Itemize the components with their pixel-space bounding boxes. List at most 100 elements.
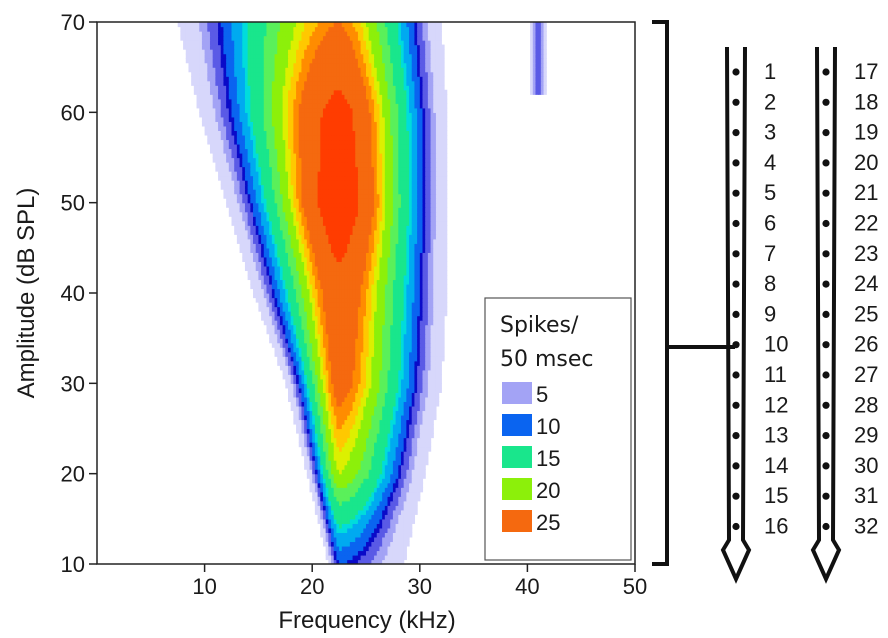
heatmap-cell — [392, 442, 397, 448]
heatmap-cell — [314, 198, 319, 204]
heatmap-cell — [438, 333, 442, 339]
heatmap-cell — [417, 428, 421, 434]
heatmap-cell — [261, 189, 265, 195]
heatmap-cell — [344, 180, 348, 186]
heatmap-cell — [349, 442, 354, 448]
heatmap-cell — [336, 238, 340, 244]
heatmap-cell — [433, 306, 437, 312]
heatmap-cell — [298, 274, 303, 281]
heatmap-cell — [355, 274, 359, 281]
heatmap-cell — [331, 302, 335, 308]
heatmap-cell — [271, 311, 276, 317]
heatmap-cell — [368, 311, 372, 317]
heatmap-cell — [403, 482, 407, 488]
heatmap-cell — [382, 478, 386, 484]
heatmap-cell — [395, 378, 399, 384]
heatmap-cell — [406, 297, 410, 303]
heatmap-cell — [390, 229, 394, 235]
heatmap-cell — [333, 342, 338, 348]
heatmap-cell — [285, 306, 289, 312]
heatmap-cell — [390, 288, 394, 294]
heatmap-cell — [349, 559, 354, 564]
heatmap-cell — [398, 401, 402, 407]
heatmap-cell — [374, 437, 378, 443]
heatmap-cell — [352, 216, 356, 222]
heatmap-cell — [392, 369, 397, 375]
heatmap-cell — [382, 347, 386, 353]
heatmap-cell — [425, 387, 429, 393]
heatmap-cell — [339, 532, 343, 538]
heatmap-cell — [298, 229, 303, 235]
heatmap-cell — [250, 238, 254, 244]
heatmap-cell — [344, 550, 348, 556]
heatmap-cell — [339, 378, 343, 384]
heatmap-cell — [255, 247, 259, 253]
heatmap-cell — [368, 315, 372, 321]
heatmap-cell — [325, 265, 329, 272]
heatmap-cell — [349, 293, 354, 299]
heatmap-cell — [392, 410, 397, 416]
heatmap-cell — [368, 247, 372, 253]
heatmap-cell — [398, 514, 402, 520]
heatmap-cell — [226, 193, 230, 199]
heatmap-cell — [253, 261, 257, 267]
heatmap-cell — [341, 320, 346, 326]
heatmap-cell — [285, 383, 289, 389]
heatmap-cell — [409, 433, 413, 439]
heatmap-cell — [336, 433, 340, 439]
heatmap-cell — [331, 306, 335, 312]
heatmap-cell — [355, 478, 359, 484]
heatmap-cell — [320, 414, 324, 421]
heatmap-cell — [355, 315, 359, 321]
heatmap-cell — [355, 505, 359, 511]
heatmap-cell — [417, 297, 421, 303]
heatmap-cell — [322, 184, 327, 190]
heatmap-cell — [306, 306, 311, 312]
heatmap-cell — [422, 383, 426, 389]
heatmap-cell — [360, 247, 364, 253]
heatmap-cell — [430, 283, 434, 290]
heatmap-cell — [403, 387, 407, 393]
heatmap-cell — [398, 229, 402, 235]
heatmap-cell — [285, 378, 289, 384]
heatmap-cell — [406, 329, 410, 335]
heatmap-cell — [387, 320, 391, 326]
heatmap-cell — [400, 256, 405, 262]
heatmap-cell — [417, 446, 421, 452]
heatmap-cell — [400, 288, 405, 294]
heatmap-cell — [368, 545, 372, 552]
heatmap-cell — [298, 198, 303, 204]
heatmap-cell — [261, 229, 265, 235]
heatmap-cell — [258, 216, 262, 222]
heatmap-cell — [322, 243, 327, 249]
heatmap-cell — [357, 523, 362, 529]
heatmap-cell — [352, 315, 356, 321]
heatmap-cell — [398, 202, 402, 208]
heatmap-cell — [417, 433, 421, 439]
heatmap-cell — [419, 283, 424, 290]
heatmap-cell — [314, 365, 319, 371]
heatmap-cell — [301, 414, 305, 421]
heatmap-cell — [392, 405, 397, 412]
heatmap-cell — [271, 184, 276, 190]
heatmap-cell — [360, 211, 364, 217]
heatmap-cell — [366, 234, 370, 240]
heatmap-cell — [368, 536, 372, 543]
heatmap-cell — [438, 342, 442, 348]
heatmap-cell — [392, 451, 397, 457]
heatmap-cell — [306, 378, 311, 384]
heatmap-cell — [314, 374, 319, 380]
heatmap-cell — [422, 229, 426, 235]
heatmap-cell — [406, 500, 410, 506]
heatmap-cell — [314, 229, 319, 235]
heatmap-cell — [433, 374, 437, 380]
heatmap-cell — [409, 446, 413, 452]
heatmap-cell — [374, 193, 378, 199]
heatmap-cell — [309, 401, 313, 407]
heatmap-cell — [376, 550, 381, 556]
heatmap-cell — [425, 428, 429, 434]
heatmap-cell — [392, 329, 397, 335]
heatmap-cell — [309, 193, 313, 199]
heatmap-cell — [444, 180, 448, 186]
heatmap-cell — [366, 265, 370, 272]
